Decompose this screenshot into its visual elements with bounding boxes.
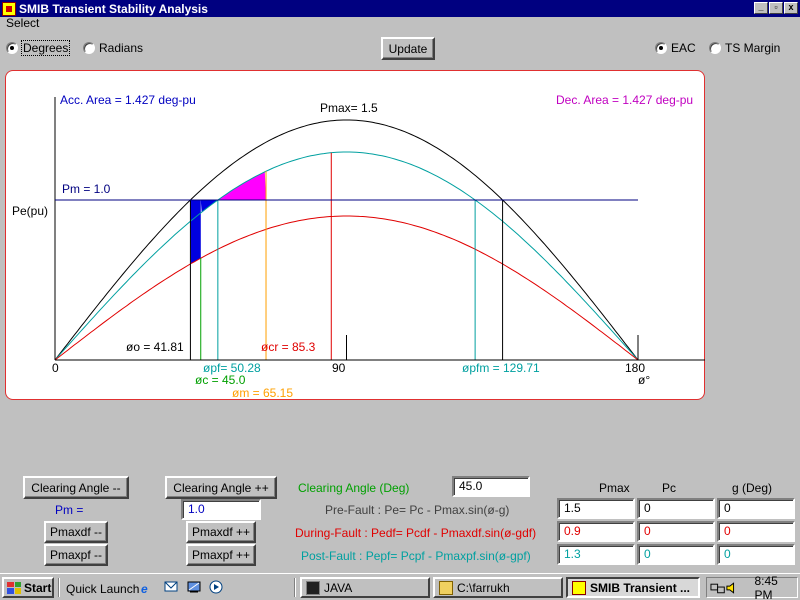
pre-g-field[interactable]: 0 [717,498,795,519]
show-desktop-icon[interactable] [186,579,202,595]
internet-explorer-icon[interactable]: e [140,579,156,595]
clearing-angle-label: Clearing Angle (Deg) [298,481,410,495]
task-smib-label: SMIB Transient ... [590,580,691,595]
tick-label-90: 90 [332,361,346,375]
duringfault-equation: During-Fault : Pedf= Pcdf - Pmaxdf.sin(ø… [295,526,537,540]
clearing-angle-field[interactable]: 45.0 [452,476,530,497]
quick-launch-label: Quick Launch [66,582,140,596]
degrees-label: Degrees [20,40,71,56]
pmaxpf-increase-button[interactable]: Pmaxpf ++ [186,544,256,566]
col-g-header: g (Deg) [732,481,773,495]
during-pc-field[interactable]: 0 [637,521,715,542]
task-java[interactable]: JAVA [300,577,430,598]
minimize-button[interactable]: _ [754,2,768,14]
radians-radio[interactable]: Radians [83,41,143,55]
plot-panel [5,70,705,400]
taskbar-separator-2 [294,578,296,597]
delta-c-label: øc = 45.0 [195,373,246,387]
pe-curve-0 [54,119,639,361]
title-bar: SMIB Transient Stability Analysis _ ▫ x [0,0,800,17]
taskbar-separator [58,578,60,597]
maximize-button[interactable]: ▫ [769,2,783,14]
clearing-angle-increase-button[interactable]: Clearing Angle ++ [165,476,277,499]
windows-logo-icon [7,581,21,594]
pm-label: Pm = 1.0 [62,182,111,196]
close-button[interactable]: x [784,2,798,14]
x-unit-label: ø° [638,373,650,387]
smib-app-icon [572,580,586,595]
volume-icon[interactable] [725,580,740,596]
prefault-equation: Pre-Fault : Pe= Pc - Pmax.sin(ø-g) [325,503,510,517]
pmaxdf-increase-button[interactable]: Pmaxdf ++ [186,521,256,543]
tick-label-0: 0 [52,361,59,375]
delta-pfm-label: øpfm = 129.71 [462,361,540,375]
radians-radio-dot[interactable] [83,42,95,54]
task-java-label: JAVA [324,580,353,595]
pmax-label: Pmax= 1.5 [320,101,378,115]
folder-icon [439,580,453,595]
eac-radio-dot[interactable] [655,42,667,54]
update-button[interactable]: Update [381,37,435,60]
svg-text:e: e [141,582,148,595]
menu-select[interactable]: Select [6,16,40,30]
accelerating-area [190,200,201,264]
pm-field[interactable]: 1.0 [181,499,261,520]
postfault-equation: Post-Fault : Pepf= Pcpf - Pmaxpf.sin(ø-g… [301,549,531,563]
delta-o-label: øo = 41.81 [126,340,184,354]
ts-margin-radio[interactable]: TS Margin [709,41,780,55]
taskbar: Start Quick Launch e JAVA C:\farrukh SMI… [0,573,800,600]
delta-cr-label: øcr = 85.3 [261,340,316,354]
app-icon [2,1,16,16]
pmaxpf-decrease-button[interactable]: Pmaxpf -- [44,544,108,566]
pre-pc-field[interactable]: 0 [637,498,715,519]
start-button[interactable]: Start [2,577,54,598]
degrees-radio-dot[interactable] [6,42,18,54]
pm-input-label: Pm = [55,503,84,517]
system-tray: 8:45 PM [706,573,798,600]
tick-label-180: 180 [625,361,645,375]
clock[interactable]: 8:45 PM [754,573,778,600]
java-icon [306,580,320,595]
pmaxdf-decrease-button[interactable]: Pmaxdf -- [44,521,108,543]
delta-pf-label: øpf= 50.28 [203,361,261,375]
eac-radio[interactable]: EAC [655,41,696,55]
start-label: Start [24,580,52,595]
media-player-icon[interactable] [208,579,224,595]
during-g-field[interactable]: 0 [717,521,795,542]
pe-curve-1 [54,151,639,361]
radians-label: Radians [99,41,144,55]
delta-m-label: øm = 65.15 [232,386,293,400]
eac-label: EAC [671,41,696,55]
col-pmax-header: Pmax [599,481,630,495]
post-g-field[interactable]: 0 [717,544,795,565]
decelerating-area [217,171,267,200]
y-axis-label: Pe(pu) [12,204,48,218]
clearing-angle-decrease-button[interactable]: Clearing Angle -- [23,476,129,499]
ts-margin-label: TS Margin [725,41,781,55]
post-pmax-field[interactable]: 1.3 [557,544,635,565]
degrees-radio[interactable]: Degrees [6,40,71,56]
pe-curve-2 [54,215,639,361]
menu-bar: Select [0,17,800,31]
dec-area-label: Dec. Area = 1.427 deg-pu [556,93,693,107]
col-pc-header: Pc [662,481,677,495]
outlook-express-icon[interactable] [163,579,179,595]
during-pmax-field[interactable]: 0.9 [557,521,635,542]
pre-pmax-field[interactable]: 1.5 [557,498,635,519]
window-title: SMIB Transient Stability Analysis [19,1,208,16]
task-folder-label: C:\farrukh [457,580,510,595]
task-folder[interactable]: C:\farrukh [433,577,563,598]
post-pc-field[interactable]: 0 [637,544,715,565]
ts-margin-radio-dot[interactable] [709,42,721,54]
task-smib[interactable]: SMIB Transient ... [566,577,700,598]
network-icon[interactable] [710,580,725,596]
acc-area-label: Acc. Area = 1.427 deg-pu [60,93,196,107]
